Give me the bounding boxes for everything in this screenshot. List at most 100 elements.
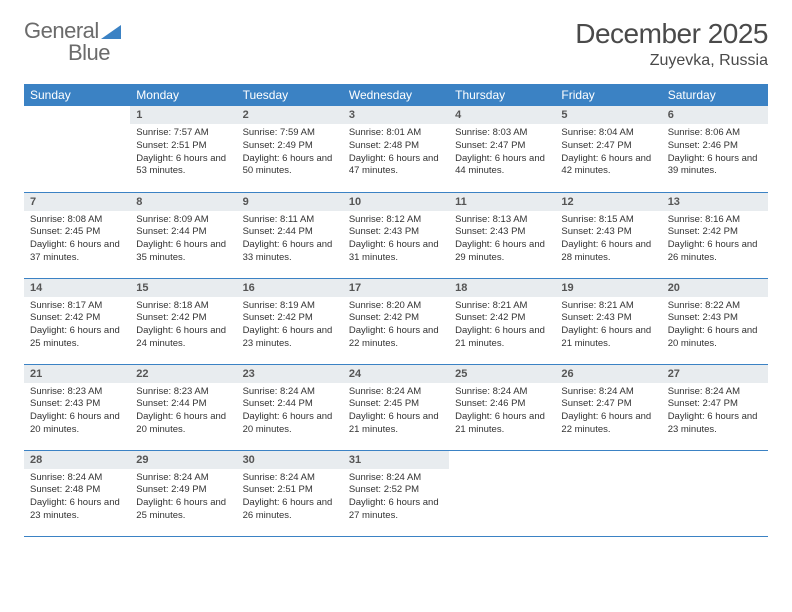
- day-number: 23: [237, 365, 343, 383]
- day-details: Sunrise: 7:57 AMSunset: 2:51 PMDaylight:…: [130, 124, 236, 184]
- day-number: 5: [555, 106, 661, 124]
- calendar-cell: 15Sunrise: 8:18 AMSunset: 2:42 PMDayligh…: [130, 278, 236, 364]
- day-details: Sunrise: 8:24 AMSunset: 2:45 PMDaylight:…: [343, 383, 449, 443]
- day-number: 26: [555, 365, 661, 383]
- day-details: Sunrise: 8:01 AMSunset: 2:48 PMDaylight:…: [343, 124, 449, 184]
- day-details: Sunrise: 8:15 AMSunset: 2:43 PMDaylight:…: [555, 211, 661, 271]
- day-number: 7: [24, 193, 130, 211]
- weekday-header: Friday: [555, 84, 661, 106]
- calendar-cell: 25Sunrise: 8:24 AMSunset: 2:46 PMDayligh…: [449, 364, 555, 450]
- day-number: 13: [662, 193, 768, 211]
- calendar-cell: 5Sunrise: 8:04 AMSunset: 2:47 PMDaylight…: [555, 106, 661, 192]
- calendar-cell: 18Sunrise: 8:21 AMSunset: 2:42 PMDayligh…: [449, 278, 555, 364]
- calendar-cell: 11Sunrise: 8:13 AMSunset: 2:43 PMDayligh…: [449, 192, 555, 278]
- location: Zuyevka, Russia: [575, 52, 768, 70]
- weekday-header: Monday: [130, 84, 236, 106]
- day-number: 27: [662, 365, 768, 383]
- weekday-header: Tuesday: [237, 84, 343, 106]
- day-number: 10: [343, 193, 449, 211]
- calendar-cell: 20Sunrise: 8:22 AMSunset: 2:43 PMDayligh…: [662, 278, 768, 364]
- day-number: 4: [449, 106, 555, 124]
- day-number: 3: [343, 106, 449, 124]
- day-number: 6: [662, 106, 768, 124]
- calendar-row: 7Sunrise: 8:08 AMSunset: 2:45 PMDaylight…: [24, 192, 768, 278]
- calendar-cell: 9Sunrise: 8:11 AMSunset: 2:44 PMDaylight…: [237, 192, 343, 278]
- day-details: Sunrise: 8:03 AMSunset: 2:47 PMDaylight:…: [449, 124, 555, 184]
- day-details: Sunrise: 8:21 AMSunset: 2:42 PMDaylight:…: [449, 297, 555, 357]
- day-details: Sunrise: 8:24 AMSunset: 2:48 PMDaylight:…: [24, 469, 130, 529]
- calendar-cell: 24Sunrise: 8:24 AMSunset: 2:45 PMDayligh…: [343, 364, 449, 450]
- weekday-row: SundayMondayTuesdayWednesdayThursdayFrid…: [24, 84, 768, 106]
- day-number: 21: [24, 365, 130, 383]
- logo-text-2: Blue: [68, 40, 110, 65]
- day-details: Sunrise: 8:21 AMSunset: 2:43 PMDaylight:…: [555, 297, 661, 357]
- calendar-cell: 22Sunrise: 8:23 AMSunset: 2:44 PMDayligh…: [130, 364, 236, 450]
- day-number: 11: [449, 193, 555, 211]
- calendar-head: SundayMondayTuesdayWednesdayThursdayFrid…: [24, 84, 768, 106]
- day-number: 8: [130, 193, 236, 211]
- day-details: Sunrise: 8:22 AMSunset: 2:43 PMDaylight:…: [662, 297, 768, 357]
- day-details: Sunrise: 8:24 AMSunset: 2:47 PMDaylight:…: [555, 383, 661, 443]
- calendar-row: 21Sunrise: 8:23 AMSunset: 2:43 PMDayligh…: [24, 364, 768, 450]
- calendar-cell: 6Sunrise: 8:06 AMSunset: 2:46 PMDaylight…: [662, 106, 768, 192]
- weekday-header: Thursday: [449, 84, 555, 106]
- triangle-icon: [101, 23, 121, 39]
- day-details: Sunrise: 8:24 AMSunset: 2:51 PMDaylight:…: [237, 469, 343, 529]
- day-number: 15: [130, 279, 236, 297]
- day-details: Sunrise: 8:24 AMSunset: 2:52 PMDaylight:…: [343, 469, 449, 529]
- calendar-cell: 3Sunrise: 8:01 AMSunset: 2:48 PMDaylight…: [343, 106, 449, 192]
- weekday-header: Wednesday: [343, 84, 449, 106]
- calendar-cell: 7Sunrise: 8:08 AMSunset: 2:45 PMDaylight…: [24, 192, 130, 278]
- day-number: 14: [24, 279, 130, 297]
- day-details: Sunrise: 8:18 AMSunset: 2:42 PMDaylight:…: [130, 297, 236, 357]
- header: General December 2025 Zuyevka, Russia: [24, 18, 768, 70]
- calendar-cell: 1Sunrise: 7:57 AMSunset: 2:51 PMDaylight…: [130, 106, 236, 192]
- day-details: Sunrise: 8:24 AMSunset: 2:46 PMDaylight:…: [449, 383, 555, 443]
- calendar-cell: [555, 450, 661, 536]
- calendar-row: 1Sunrise: 7:57 AMSunset: 2:51 PMDaylight…: [24, 106, 768, 192]
- day-number: 19: [555, 279, 661, 297]
- calendar-cell: 30Sunrise: 8:24 AMSunset: 2:51 PMDayligh…: [237, 450, 343, 536]
- calendar-cell: [24, 106, 130, 192]
- day-number: 9: [237, 193, 343, 211]
- day-number: 2: [237, 106, 343, 124]
- calendar-cell: 29Sunrise: 8:24 AMSunset: 2:49 PMDayligh…: [130, 450, 236, 536]
- calendar-cell: 17Sunrise: 8:20 AMSunset: 2:42 PMDayligh…: [343, 278, 449, 364]
- day-number: 20: [662, 279, 768, 297]
- day-details: Sunrise: 8:24 AMSunset: 2:47 PMDaylight:…: [662, 383, 768, 443]
- calendar-cell: 26Sunrise: 8:24 AMSunset: 2:47 PMDayligh…: [555, 364, 661, 450]
- day-details: Sunrise: 8:23 AMSunset: 2:43 PMDaylight:…: [24, 383, 130, 443]
- day-number: 31: [343, 451, 449, 469]
- calendar-row: 28Sunrise: 8:24 AMSunset: 2:48 PMDayligh…: [24, 450, 768, 536]
- day-details: Sunrise: 8:04 AMSunset: 2:47 PMDaylight:…: [555, 124, 661, 184]
- calendar-cell: 10Sunrise: 8:12 AMSunset: 2:43 PMDayligh…: [343, 192, 449, 278]
- day-details: Sunrise: 8:17 AMSunset: 2:42 PMDaylight:…: [24, 297, 130, 357]
- calendar-cell: [662, 450, 768, 536]
- calendar-cell: 8Sunrise: 8:09 AMSunset: 2:44 PMDaylight…: [130, 192, 236, 278]
- day-details: Sunrise: 8:06 AMSunset: 2:46 PMDaylight:…: [662, 124, 768, 184]
- day-details: Sunrise: 8:20 AMSunset: 2:42 PMDaylight:…: [343, 297, 449, 357]
- calendar-cell: 28Sunrise: 8:24 AMSunset: 2:48 PMDayligh…: [24, 450, 130, 536]
- day-details: Sunrise: 7:59 AMSunset: 2:49 PMDaylight:…: [237, 124, 343, 184]
- weekday-header: Saturday: [662, 84, 768, 106]
- day-number: 25: [449, 365, 555, 383]
- calendar-cell: 2Sunrise: 7:59 AMSunset: 2:49 PMDaylight…: [237, 106, 343, 192]
- day-number: 29: [130, 451, 236, 469]
- calendar-row: 14Sunrise: 8:17 AMSunset: 2:42 PMDayligh…: [24, 278, 768, 364]
- day-details: Sunrise: 8:16 AMSunset: 2:42 PMDaylight:…: [662, 211, 768, 271]
- calendar-table: SundayMondayTuesdayWednesdayThursdayFrid…: [24, 84, 768, 537]
- day-details: Sunrise: 8:12 AMSunset: 2:43 PMDaylight:…: [343, 211, 449, 271]
- day-details: Sunrise: 8:19 AMSunset: 2:42 PMDaylight:…: [237, 297, 343, 357]
- day-number: 17: [343, 279, 449, 297]
- month-title: December 2025: [575, 18, 768, 50]
- calendar-cell: 21Sunrise: 8:23 AMSunset: 2:43 PMDayligh…: [24, 364, 130, 450]
- day-number: 28: [24, 451, 130, 469]
- day-details: Sunrise: 8:13 AMSunset: 2:43 PMDaylight:…: [449, 211, 555, 271]
- day-number: 22: [130, 365, 236, 383]
- day-number: 24: [343, 365, 449, 383]
- calendar-cell: [449, 450, 555, 536]
- calendar-cell: 27Sunrise: 8:24 AMSunset: 2:47 PMDayligh…: [662, 364, 768, 450]
- day-details: Sunrise: 8:09 AMSunset: 2:44 PMDaylight:…: [130, 211, 236, 271]
- day-number: 16: [237, 279, 343, 297]
- calendar-cell: 23Sunrise: 8:24 AMSunset: 2:44 PMDayligh…: [237, 364, 343, 450]
